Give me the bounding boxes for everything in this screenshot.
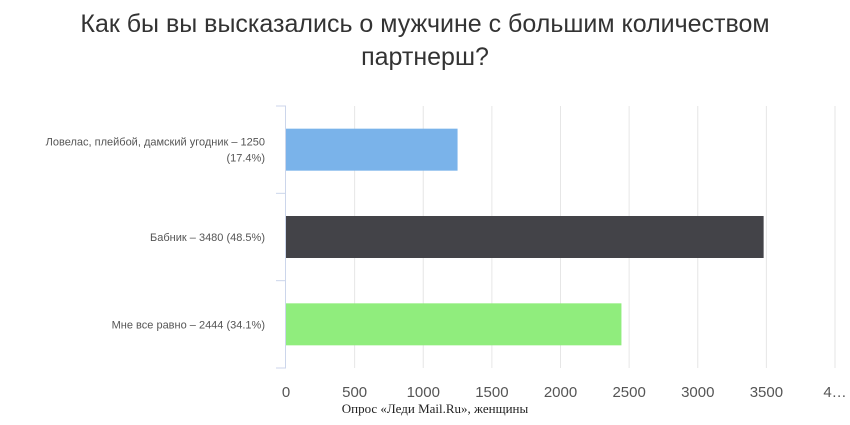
category-label: Бабник – 3480 (48.5%): [150, 232, 265, 244]
x-tick-label: 4…: [823, 384, 846, 401]
x-tick-label: 2000: [544, 384, 577, 401]
chart-title: Как бы вы высказались о мужчине с больши…: [0, 8, 850, 74]
bar: [286, 128, 458, 171]
source-caption: Опрос «Леди Mail.Ru», женщины: [341, 401, 529, 416]
x-tick-label: 3500: [750, 384, 783, 401]
x-tick-label: 1500: [475, 384, 508, 401]
category-label-line: Бабник – 3480 (48.5%): [150, 232, 265, 244]
chart-title-line-2: партнерш?: [361, 43, 489, 71]
category-label-line: (17.4%): [226, 153, 265, 165]
x-tick-label: 2500: [612, 384, 645, 401]
x-tick-label: 3000: [681, 384, 714, 401]
chart-title-line-1: Как бы вы высказались о мужчине с больши…: [80, 10, 770, 38]
x-tick-label: 0: [282, 384, 290, 401]
category-label: Мне все равно – 2444 (34.1%): [112, 319, 265, 331]
bar: [286, 303, 622, 346]
bar: [286, 216, 764, 258]
category-label-line: Мне все равно – 2444 (34.1%): [112, 319, 265, 331]
x-tick-label: 500: [342, 384, 367, 401]
x-tick-label: 1000: [407, 384, 440, 401]
category-label-line: Ловелас, плейбой, дамский угодник – 1250: [46, 137, 265, 149]
category-label: Ловелас, плейбой, дамский угодник – 1250…: [46, 137, 265, 165]
